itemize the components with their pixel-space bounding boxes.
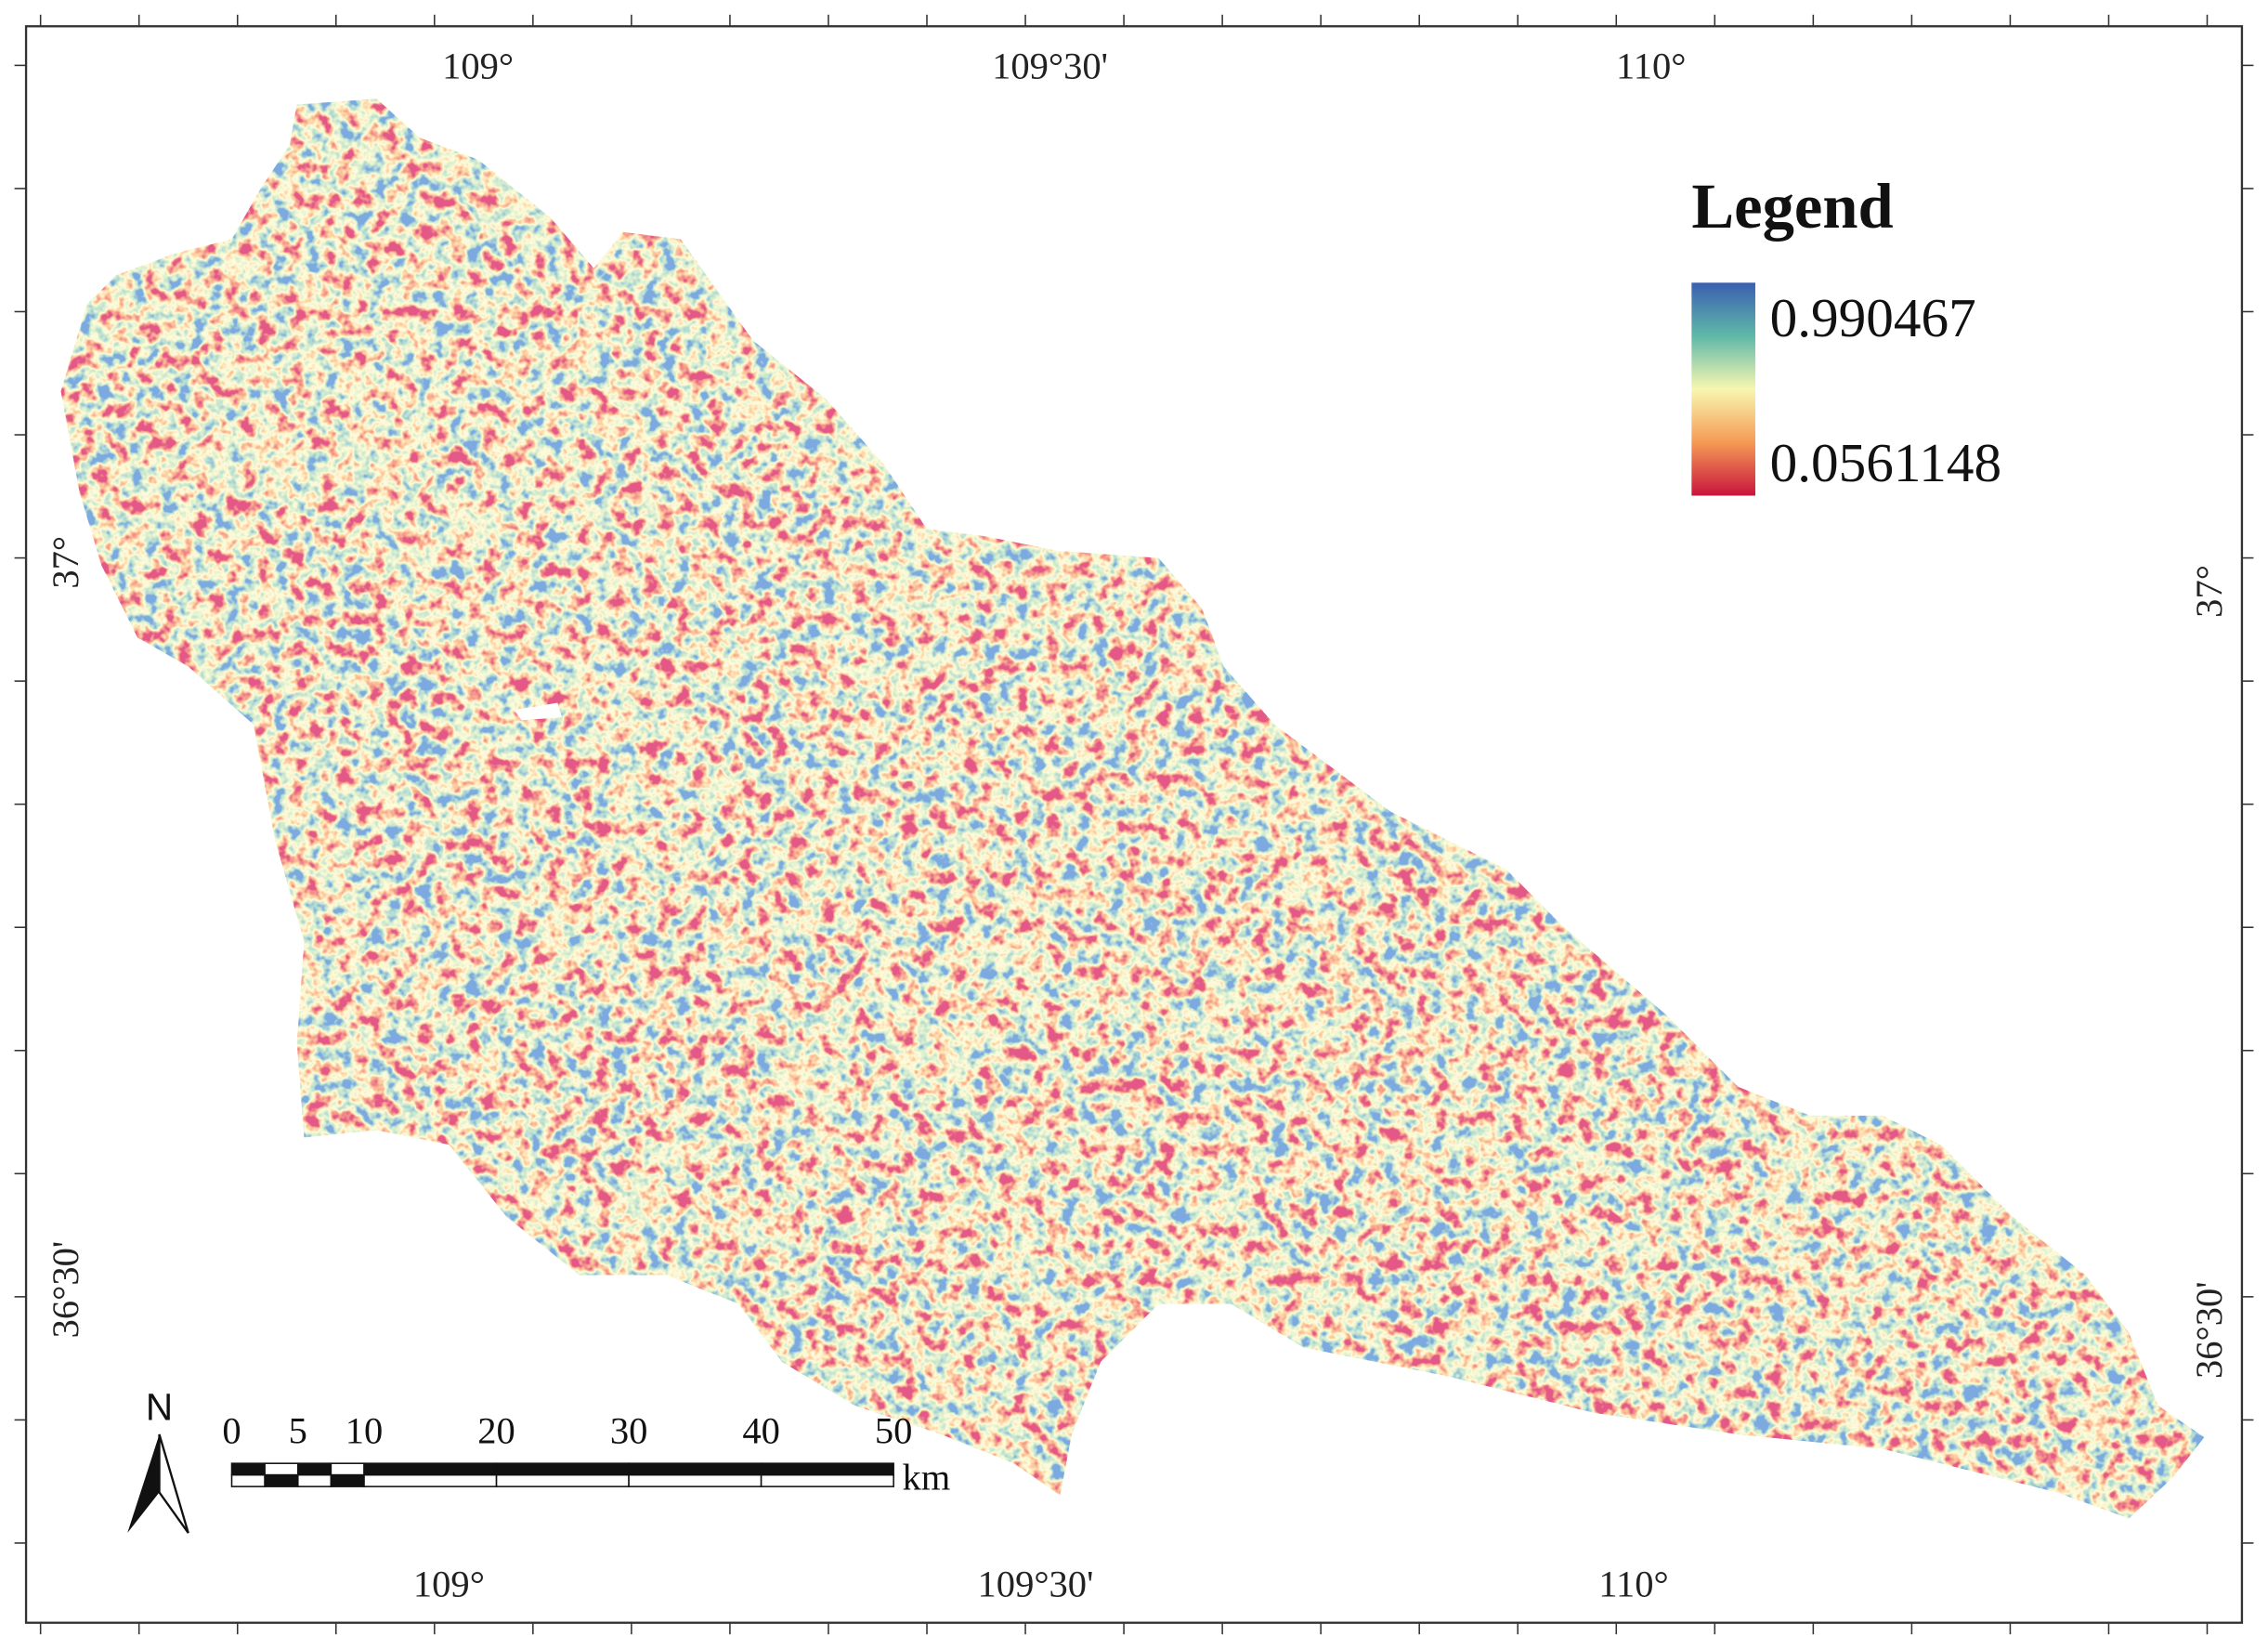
scale-segment bbox=[230, 1473, 266, 1487]
scale-segment bbox=[296, 1473, 332, 1487]
scale-segment bbox=[628, 1462, 763, 1476]
arrow-right bbox=[158, 1433, 189, 1534]
scale-segment bbox=[495, 1473, 630, 1487]
frame-ticks bbox=[14, 14, 2254, 1635]
scale-segment bbox=[330, 1473, 365, 1487]
legend-ramp bbox=[1691, 282, 1755, 496]
right-label: 36°30' bbox=[2188, 1281, 2230, 1379]
scale-segment bbox=[264, 1462, 299, 1476]
legend-min: 0.0561148 bbox=[1770, 432, 2002, 493]
right-label: 37° bbox=[2188, 565, 2230, 618]
scale-label: 0 bbox=[222, 1409, 241, 1451]
scale-label: 5 bbox=[289, 1409, 307, 1451]
scale-segment bbox=[760, 1473, 894, 1487]
scale-segment bbox=[495, 1462, 630, 1476]
scale-segment bbox=[628, 1473, 763, 1487]
scale-segment bbox=[230, 1462, 266, 1476]
neat-line bbox=[24, 25, 2244, 1624]
scale-bar: 0 5 10 20 30 40 50 km bbox=[222, 1409, 950, 1498]
north-label: N bbox=[146, 1385, 173, 1428]
water-body bbox=[514, 702, 563, 721]
scale-segment bbox=[363, 1462, 498, 1476]
scale-label: 50 bbox=[875, 1409, 913, 1451]
top-label: 109°30' bbox=[992, 45, 1108, 86]
left-label: 36°30' bbox=[45, 1241, 86, 1339]
legend-max: 0.990467 bbox=[1770, 287, 1976, 348]
scale-unit: km bbox=[902, 1456, 950, 1498]
study-area-raster bbox=[60, 98, 2205, 1519]
scale-segment bbox=[760, 1462, 894, 1476]
scale-label: 30 bbox=[610, 1409, 648, 1451]
scale-segment bbox=[264, 1473, 299, 1487]
top-label: 110° bbox=[1616, 45, 1687, 86]
scale-label: 40 bbox=[742, 1409, 780, 1451]
bottom-label: 110° bbox=[1598, 1564, 1669, 1605]
scale-label: 10 bbox=[345, 1409, 384, 1451]
bottom-label: 109°30' bbox=[978, 1564, 1094, 1605]
bottom-label: 109° bbox=[413, 1564, 485, 1605]
scale-segment bbox=[363, 1473, 498, 1487]
top-label: 109° bbox=[442, 45, 514, 86]
scale-segment bbox=[330, 1462, 365, 1476]
legend: Legend 0.990467 0.0561148 bbox=[1691, 171, 2002, 496]
scale-segment bbox=[296, 1462, 332, 1476]
scale-label: 20 bbox=[477, 1409, 515, 1451]
left-label: 37° bbox=[45, 536, 86, 589]
legend-title: Legend bbox=[1691, 171, 1893, 242]
